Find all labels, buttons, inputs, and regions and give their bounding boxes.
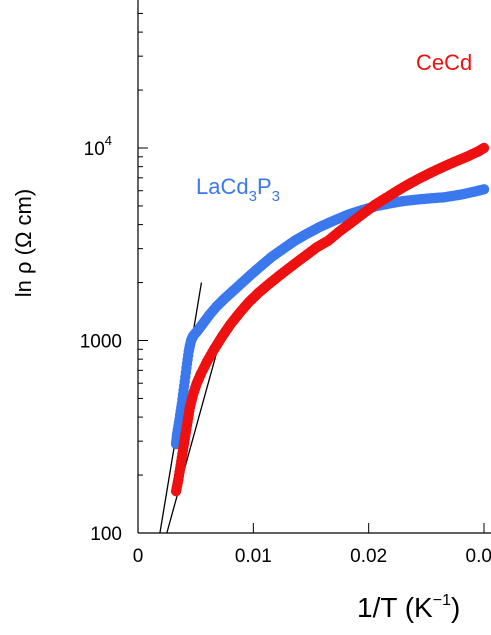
series-label-lacd3p3: LaCd3P3 — [196, 174, 280, 205]
y-axis-title: ln ρ (Ω cm) — [11, 189, 36, 297]
y-tick-label: 104 — [84, 133, 112, 160]
data-point — [478, 184, 490, 195]
series-LaCd3P3 — [170, 184, 490, 450]
x-axis-title: 1/T (K−1) — [357, 592, 460, 623]
fit-line — [166, 349, 219, 534]
y-tick-label: 100 — [90, 524, 122, 545]
x-tick-label: 0.01 — [235, 546, 272, 567]
labels: 0 0.01 0.02 0.03 100 1000 104 LaCd3P3 CeCd 1/T (K… — [11, 50, 491, 623]
x-tick-label: 0.02 — [350, 546, 387, 567]
axes — [137, 0, 491, 534]
y-tick-label: 1000 — [80, 332, 122, 353]
series-CeCd3P3 — [170, 142, 490, 497]
x-tick-label: 0.03 — [466, 546, 491, 567]
data-point — [478, 142, 490, 154]
series-label-cecd3p3: CeCd — [416, 50, 472, 75]
data-points — [170, 142, 490, 497]
x-tick-label: 0 — [133, 546, 144, 567]
